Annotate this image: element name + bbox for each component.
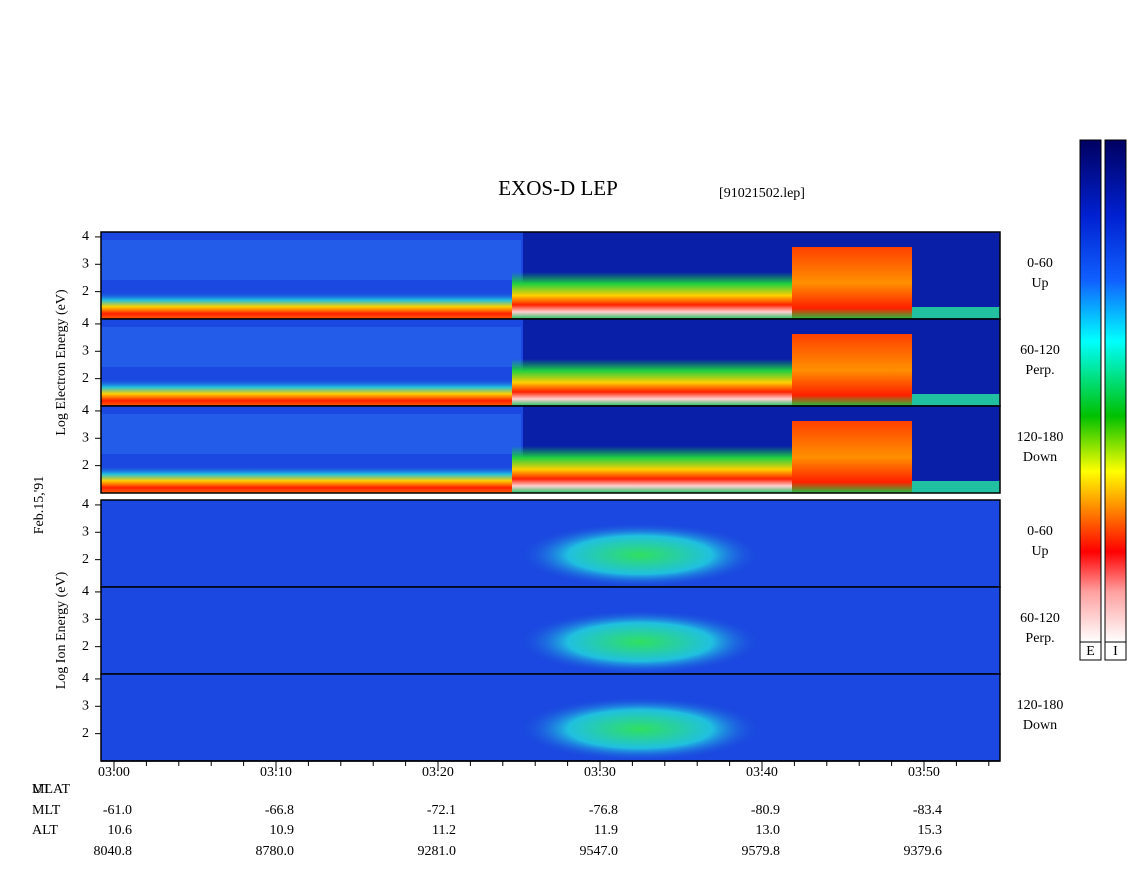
spectrogram-region bbox=[792, 334, 912, 406]
panel-label: 120-180 bbox=[1017, 430, 1064, 445]
ephemeris-value: -66.8 bbox=[265, 803, 294, 818]
y-tick-label: 2 bbox=[82, 552, 89, 567]
ephemeris-value: -61.0 bbox=[103, 803, 132, 818]
colorbar-label-box bbox=[1079, 641, 1102, 661]
y-tick-label: 3 bbox=[82, 344, 89, 359]
panel-label: 60-120 bbox=[1020, 611, 1060, 626]
colorbar-label: E bbox=[1086, 644, 1095, 659]
spectrogram-region bbox=[520, 697, 760, 761]
spectrogram-region bbox=[520, 610, 760, 674]
y-tick-label: 4 bbox=[82, 403, 89, 418]
ephemeris-value: 9379.6 bbox=[904, 844, 943, 859]
spectrogram-region bbox=[912, 394, 1000, 406]
panel-frame bbox=[100, 405, 1001, 494]
ephemeris-value: 8040.8 bbox=[94, 844, 133, 859]
spectrogram-region bbox=[101, 379, 521, 406]
y-tick-label: 3 bbox=[82, 431, 89, 446]
ephemeris-value: -80.9 bbox=[751, 803, 780, 818]
y-tick-label: 4 bbox=[82, 229, 89, 244]
y-tick-label: 2 bbox=[82, 284, 89, 299]
colorbar bbox=[1104, 139, 1127, 643]
y-tick-label: 3 bbox=[82, 257, 89, 272]
colorbar-label-box bbox=[1104, 641, 1127, 661]
ephemeris-value: 9579.8 bbox=[742, 844, 781, 859]
y-tick-label: 3 bbox=[82, 612, 89, 627]
ephemeris-value: 8780.0 bbox=[256, 844, 295, 859]
y-tick-label: 4 bbox=[82, 497, 89, 512]
y-tick-label: 3 bbox=[82, 699, 89, 714]
x-tick-label: 03:50 bbox=[908, 765, 940, 780]
ephemeris-label: UT bbox=[32, 782, 51, 797]
y-tick-label: 2 bbox=[82, 726, 89, 741]
spectrogram-region bbox=[101, 292, 521, 319]
x-tick-label: 03:30 bbox=[584, 765, 616, 780]
panel-label: Perp. bbox=[1025, 363, 1054, 378]
colorbar-label: I bbox=[1113, 644, 1118, 659]
ephemeris-value: 10.6 bbox=[108, 823, 133, 838]
y-tick-label: 3 bbox=[82, 525, 89, 540]
ephemeris-value: 13.0 bbox=[756, 823, 781, 838]
x-tick-label: 03:10 bbox=[260, 765, 292, 780]
spectrogram-region bbox=[520, 523, 760, 587]
spectrogram-region bbox=[792, 247, 912, 319]
ephemeris-value: -76.8 bbox=[589, 803, 618, 818]
spectrogram-region bbox=[101, 414, 521, 454]
panel-label: 0-60 bbox=[1027, 256, 1053, 271]
ephemeris-value: 15.3 bbox=[918, 823, 943, 838]
y-tick-label: 2 bbox=[82, 639, 89, 654]
date-label: Feb.15,'91 bbox=[32, 476, 47, 535]
title: EXOS-D LEP bbox=[498, 176, 618, 200]
y-axis-label: Log Electron Energy (eV) bbox=[54, 289, 69, 436]
panel-label: 0-60 bbox=[1027, 524, 1053, 539]
y-axis-label: Log Ion Energy (eV) bbox=[54, 571, 69, 689]
spectrogram-region bbox=[101, 327, 521, 367]
ephemeris-value: 9547.0 bbox=[580, 844, 619, 859]
file-label: [91021502.lep] bbox=[719, 186, 805, 201]
panel-label: Down bbox=[1023, 718, 1057, 733]
x-tick-label: 03:40 bbox=[746, 765, 778, 780]
y-tick-label: 4 bbox=[82, 584, 89, 599]
spectrogram-region bbox=[912, 481, 1000, 493]
spectrogram-region bbox=[512, 446, 792, 493]
ephemeris-value: 9281.0 bbox=[418, 844, 457, 859]
panel-label: 120-180 bbox=[1017, 698, 1064, 713]
panel-label: 60-120 bbox=[1020, 343, 1060, 358]
colorbar bbox=[1079, 139, 1102, 643]
spectrogram-region bbox=[912, 307, 1000, 319]
spectrogram-region bbox=[792, 421, 912, 493]
spectrogram-region bbox=[101, 466, 521, 493]
ephemeris-label: MLT bbox=[32, 803, 61, 818]
ephemeris-value: -83.4 bbox=[913, 803, 942, 818]
ephemeris-value: 11.9 bbox=[594, 823, 618, 838]
ephemeris-value: -72.1 bbox=[427, 803, 456, 818]
panel-label: Perp. bbox=[1025, 631, 1054, 646]
y-tick-label: 2 bbox=[82, 458, 89, 473]
y-tick-label: 4 bbox=[82, 671, 89, 686]
ephemeris-value: 11.2 bbox=[432, 823, 456, 838]
x-tick-label: 03:00 bbox=[98, 765, 130, 780]
panel-label: Up bbox=[1031, 544, 1048, 559]
panel-label: Up bbox=[1031, 276, 1048, 291]
ephemeris-value: 10.9 bbox=[270, 823, 295, 838]
spectrogram-region bbox=[512, 272, 792, 319]
ephemeris-label: MLAT bbox=[32, 782, 71, 797]
ephemeris-label: ALT bbox=[32, 823, 58, 838]
panel-label: Down bbox=[1023, 450, 1057, 465]
spectrogram-region bbox=[512, 359, 792, 406]
x-tick-label: 03:20 bbox=[422, 765, 454, 780]
y-tick-label: 2 bbox=[82, 371, 89, 386]
spectrogram-region bbox=[101, 240, 521, 280]
y-tick-label: 4 bbox=[82, 316, 89, 331]
